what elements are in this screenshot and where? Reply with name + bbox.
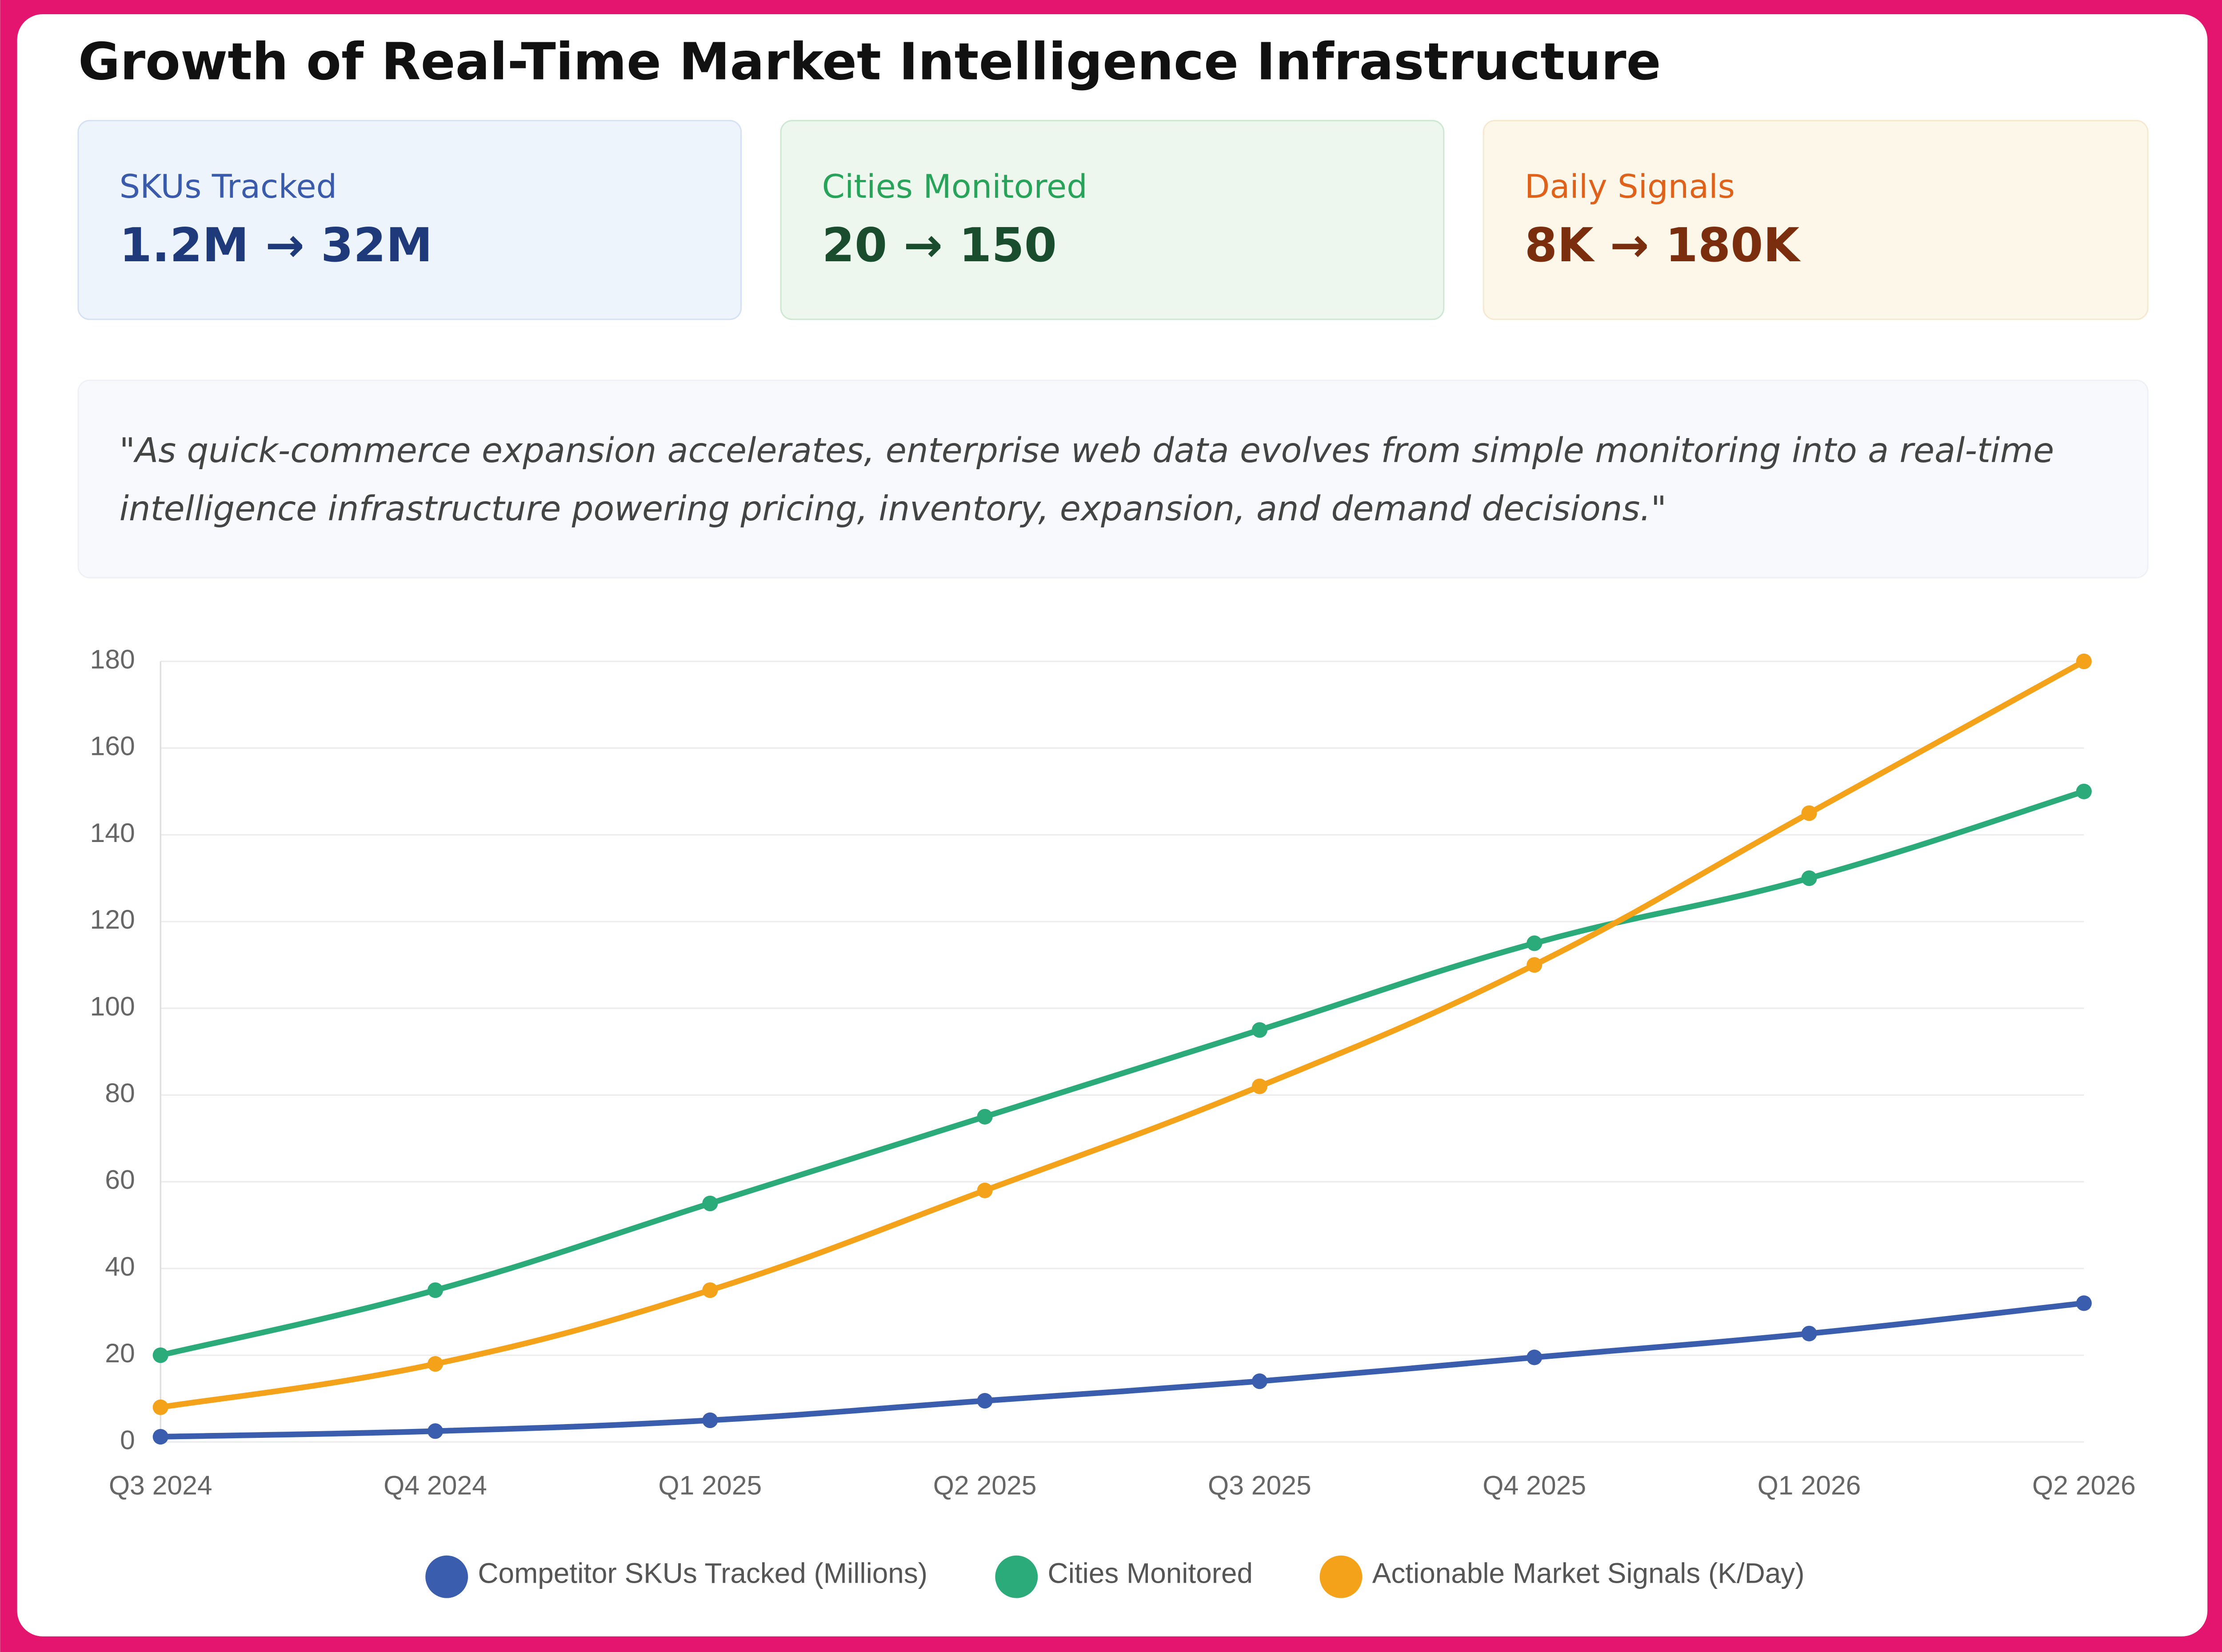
x-tick-label: Q4 2025	[1483, 1470, 1586, 1500]
data-point	[702, 1282, 718, 1298]
card-label: Cities Monitored	[822, 168, 1087, 206]
series-line	[160, 1300, 2085, 1440]
quote-line: intelligence infrastructure powering pri…	[120, 489, 1666, 529]
x-tick-label: Q4 2024	[384, 1470, 487, 1500]
data-point	[977, 1393, 993, 1409]
data-point	[1251, 1078, 1267, 1094]
quote-line: "As quick-commerce expansion accelerates…	[120, 431, 2054, 471]
y-tick-label: 40	[105, 1251, 135, 1281]
y-tick-label: 160	[90, 731, 135, 761]
data-point	[1251, 1373, 1267, 1389]
data-point	[152, 1347, 168, 1363]
data-point	[977, 1109, 993, 1125]
quote-box	[77, 379, 2149, 579]
data-point	[152, 1429, 168, 1445]
y-tick-label: 140	[90, 818, 135, 848]
y-tick-label: 60	[105, 1165, 135, 1195]
card-value: 1.2M → 32M	[120, 218, 433, 272]
series-line	[160, 789, 2085, 1358]
data-point	[1251, 1022, 1267, 1038]
legend-label: Cities Monitored	[1048, 1557, 1253, 1589]
card	[1483, 120, 2149, 320]
y-tick-label: 120	[90, 904, 135, 934]
data-point	[1527, 957, 1543, 973]
data-point	[2076, 783, 2092, 799]
legend-swatch	[995, 1555, 1038, 1598]
data-point	[977, 1182, 993, 1198]
page-title: Growth of Real-Time Market Intelligence …	[78, 32, 1661, 92]
card-label: Daily Signals	[1525, 168, 1735, 206]
x-tick-label: Q1 2026	[1758, 1470, 1861, 1500]
legend-label: Actionable Market Signals (K/Day)	[1372, 1557, 1805, 1589]
data-point	[702, 1195, 718, 1212]
y-tick-label: 20	[105, 1338, 135, 1368]
series-line	[160, 658, 2086, 1410]
y-tick-label: 180	[90, 644, 135, 674]
y-tick-label: 0	[120, 1425, 135, 1455]
data-point	[2076, 1295, 2092, 1311]
card-label: SKUs Tracked	[120, 168, 337, 206]
x-tick-label: Q3 2025	[1208, 1470, 1311, 1500]
card-value: 8K → 180K	[1525, 218, 1801, 272]
x-tick-label: Q1 2025	[658, 1470, 762, 1500]
y-tick-label: 80	[105, 1078, 135, 1108]
data-point	[427, 1282, 444, 1298]
data-point	[1527, 935, 1543, 951]
data-point	[702, 1412, 718, 1429]
card	[780, 120, 1445, 320]
data-point	[152, 1399, 168, 1415]
data-point	[427, 1423, 444, 1439]
data-point	[1801, 805, 1817, 821]
legend-label: Competitor SKUs Tracked (Millions)	[478, 1557, 927, 1589]
legend-swatch	[425, 1555, 468, 1598]
data-point	[1527, 1349, 1543, 1365]
y-tick-label: 100	[90, 991, 135, 1021]
x-tick-label: Q2 2025	[933, 1470, 1037, 1500]
data-point	[427, 1356, 444, 1372]
data-point	[1801, 870, 1817, 886]
data-point	[2076, 653, 2092, 670]
legend-swatch	[1319, 1555, 1363, 1598]
x-tick-label: Q2 2026	[2032, 1470, 2136, 1500]
card-value: 20 → 150	[822, 218, 1057, 272]
card	[77, 120, 742, 320]
data-point	[1801, 1325, 1817, 1341]
x-tick-label: Q3 2024	[109, 1470, 212, 1500]
